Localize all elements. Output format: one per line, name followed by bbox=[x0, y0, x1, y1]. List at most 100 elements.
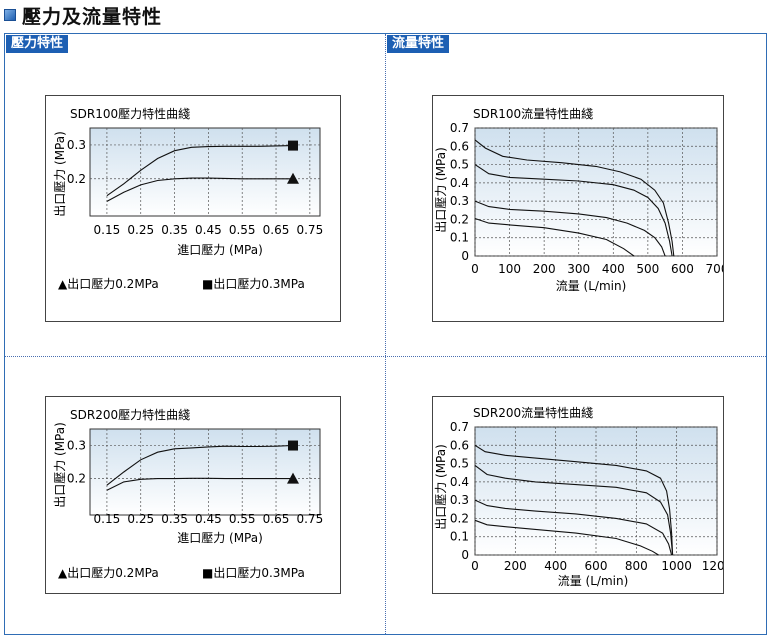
y-tick-label: 0.3 bbox=[450, 493, 469, 507]
y-axis-label: 出口壓力 (MPa) bbox=[53, 131, 67, 217]
y-tick-label: 0.6 bbox=[450, 139, 469, 153]
series-line bbox=[474, 464, 674, 556]
chart-title: SDR100壓力特性曲綫 bbox=[70, 106, 190, 121]
y-tick-label: 0.2 bbox=[450, 511, 469, 525]
x-tick-label: 0.15 bbox=[94, 223, 121, 237]
x-tick-label: 0.75 bbox=[296, 223, 323, 237]
y-tick-label: 0.7 bbox=[450, 121, 469, 135]
x-tick-label: 300 bbox=[567, 262, 590, 276]
chart-sdr100-flow: SDR100流量特性曲綫 0 100 200 300 400 500 600 700 0 0.1… bbox=[432, 95, 724, 322]
x-tick-label: 0 bbox=[471, 559, 479, 573]
x-tick-label: 0.25 bbox=[127, 223, 154, 237]
x-tick-label: 200 bbox=[504, 559, 527, 573]
header-square-icon bbox=[4, 9, 16, 21]
series-line bbox=[474, 200, 666, 257]
y-ticks: 0 0.1 0.2 0.3 0.4 0.5 0.6 0.7 bbox=[450, 420, 469, 562]
page-title: 壓力及流量特性 bbox=[22, 5, 163, 28]
x-tick-label: 0.35 bbox=[161, 512, 188, 526]
chart-sdr200-pressure: SDR200壓力特性曲綫 0.15 0.25 0.35 0.45 0.55 0.65 0.7… bbox=[45, 396, 341, 594]
x-tick-label: 0.55 bbox=[229, 512, 256, 526]
series-line bbox=[474, 499, 673, 556]
x-tick-label: 700 bbox=[706, 262, 723, 276]
legend-marker-triangle bbox=[287, 472, 299, 484]
section-label-flow: 流量特性 bbox=[387, 35, 450, 53]
y-tick-label: 0 bbox=[461, 249, 469, 263]
legend-item-0.2: ▲出口壓力0.2MPa bbox=[58, 277, 159, 291]
x-tick-label: 0.45 bbox=[195, 223, 222, 237]
y-axis-label: 出口壓力 (MPa) bbox=[434, 444, 448, 530]
x-tick-label: 500 bbox=[636, 262, 659, 276]
y-ticks: 0 0.1 0.2 0.3 0.4 0.5 0.6 0.7 bbox=[450, 121, 469, 263]
x-tick-label: 100 bbox=[498, 262, 521, 276]
x-tick-label: 0 bbox=[471, 262, 479, 276]
chart-svg: SDR100流量特性曲綫 0 100 200 300 400 500 600 700 0 0.1… bbox=[434, 106, 723, 293]
y-tick-label: 0.4 bbox=[450, 475, 469, 489]
series-line bbox=[474, 444, 674, 556]
series-lines bbox=[474, 444, 674, 556]
x-tick-label: 800 bbox=[625, 559, 648, 573]
series-line bbox=[106, 477, 293, 491]
series-line bbox=[474, 217, 635, 257]
y-tick-label: 0.3 bbox=[67, 138, 86, 152]
series-line bbox=[106, 177, 293, 202]
x-axis-label: 流量 (L/min) bbox=[556, 279, 627, 293]
x-tick-label: 0.25 bbox=[127, 512, 154, 526]
section-label-pressure: 壓力特性 bbox=[6, 35, 69, 53]
y-ticks: 0.2 0.3 bbox=[67, 138, 86, 186]
y-tick-label: 0.4 bbox=[450, 176, 469, 190]
x-axis-label: 流量 (L/min) bbox=[558, 574, 629, 588]
y-tick-label: 0.5 bbox=[450, 457, 469, 471]
x-ticks: 0.15 0.25 0.35 0.45 0.55 0.65 0.75 bbox=[94, 512, 324, 526]
plot-area bbox=[89, 428, 321, 516]
series-lines bbox=[106, 140, 299, 202]
chart-sdr100-pressure: SDR100壓力特性曲綫 0.15 0.25 0.35 0.45 0.55 0.65 0.7… bbox=[45, 95, 341, 322]
series-line bbox=[474, 139, 675, 257]
legend-marker-square bbox=[288, 440, 298, 451]
x-tick-label: 0.65 bbox=[263, 223, 290, 237]
y-tick-label: 0.2 bbox=[67, 172, 86, 186]
series-lines bbox=[474, 139, 675, 257]
y-axis-label: 出口壓力 (MPa) bbox=[53, 422, 67, 508]
chart-svg: SDR100壓力特性曲綫 0.15 0.25 0.35 0.45 0.55 0.65 0.7… bbox=[53, 106, 324, 291]
legend-item-0.2: ▲出口壓力0.2MPa bbox=[58, 566, 159, 580]
x-tick-label: 0.15 bbox=[94, 512, 121, 526]
y-tick-label: 0.1 bbox=[450, 530, 469, 544]
x-ticks: 0.15 0.25 0.35 0.45 0.55 0.65 0.75 bbox=[94, 223, 324, 237]
y-tick-label: 0.3 bbox=[67, 439, 86, 453]
chart-title: SDR100流量特性曲綫 bbox=[473, 106, 593, 121]
x-tick-label: 200 bbox=[533, 262, 556, 276]
y-tick-label: 0.2 bbox=[67, 472, 86, 486]
x-tick-label: 400 bbox=[602, 262, 625, 276]
grid bbox=[474, 127, 718, 257]
y-tick-label: 0.1 bbox=[450, 231, 469, 245]
chart-svg: SDR200壓力特性曲綫 0.15 0.25 0.35 0.45 0.55 0.65 0.7… bbox=[53, 407, 324, 580]
content-frame bbox=[4, 33, 767, 635]
x-tick-label: 0.55 bbox=[229, 223, 256, 237]
legend-item-0.3: ■出口壓力0.3MPa bbox=[202, 566, 305, 580]
x-axis-label: 進口壓力 (MPa) bbox=[177, 243, 263, 257]
x-tick-label: 1000 bbox=[661, 559, 692, 573]
x-tick-label: 0.65 bbox=[263, 512, 290, 526]
y-tick-label: 0 bbox=[461, 548, 469, 562]
x-tick-label: 400 bbox=[544, 559, 567, 573]
legend-marker-square bbox=[288, 140, 298, 151]
y-tick-label: 0.7 bbox=[450, 420, 469, 434]
series-line bbox=[474, 519, 659, 556]
plot-area bbox=[89, 127, 321, 217]
legend-marker-triangle bbox=[287, 172, 299, 184]
series-lines bbox=[106, 440, 299, 491]
page-header: 壓力及流量特性 bbox=[4, 2, 162, 28]
vertical-divider bbox=[385, 34, 386, 634]
y-ticks: 0.2 0.3 bbox=[67, 439, 86, 486]
x-axis-label: 進口壓力 (MPa) bbox=[177, 531, 263, 545]
chart-title: SDR200流量特性曲綫 bbox=[473, 405, 593, 420]
y-tick-label: 0.2 bbox=[450, 212, 469, 226]
x-tick-label: 600 bbox=[585, 559, 608, 573]
y-axis-label: 出口壓力 (MPa) bbox=[434, 147, 448, 233]
x-tick-label: 0.75 bbox=[296, 512, 323, 526]
series-line bbox=[106, 145, 293, 197]
